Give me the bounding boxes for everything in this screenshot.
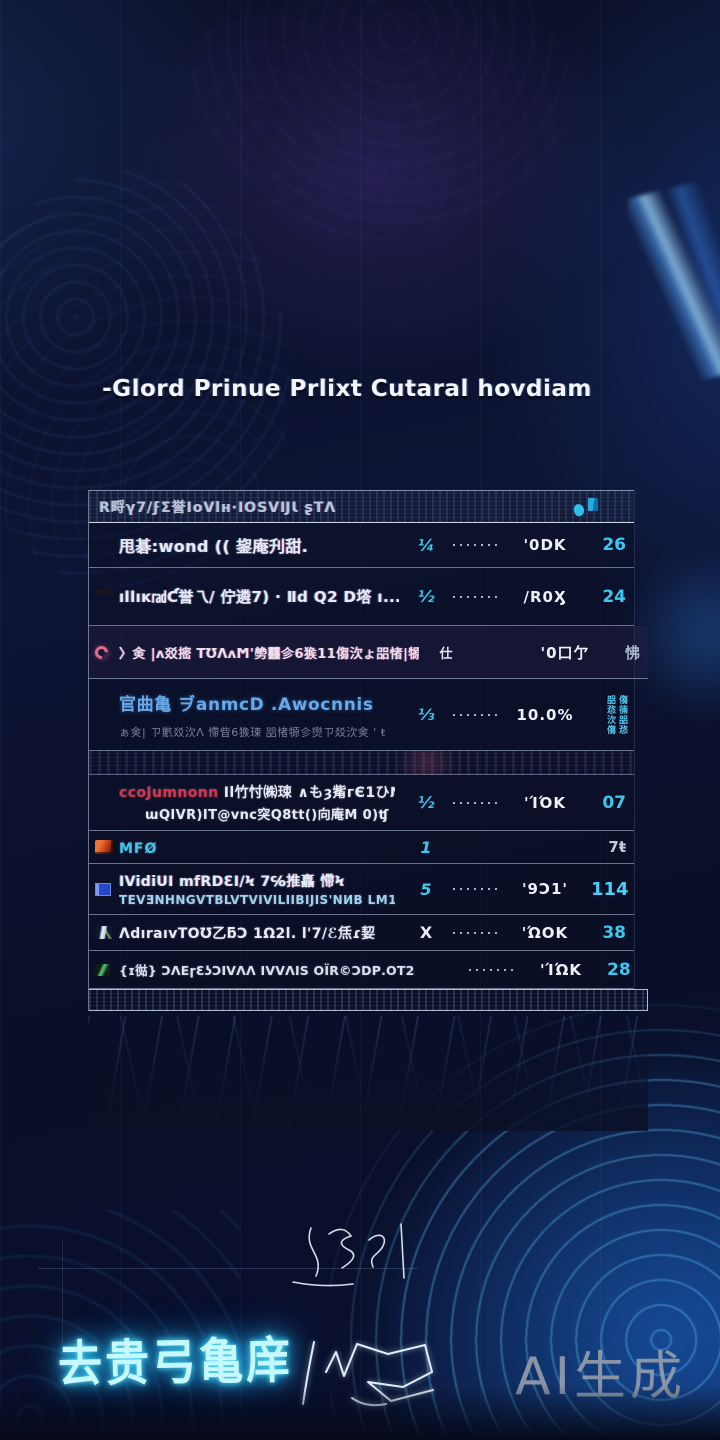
entry-name-red: ccoJumnonn — [119, 785, 219, 801]
table-row[interactable]: ΛdıraıvTOƱ乙ƃƆ 1Ω2l. l'7/ℰ㶵ɾ㛃 Ⅹ 'ΏΟΚ 38 — [89, 915, 634, 951]
table-row[interactable]: IVidiUI mfRDƐI/Ϟ 7℅推譶 㦅Ϟ TEVƎNHNGVTBLVTV… — [89, 864, 634, 915]
entry-name: ıllıĸ㎭Ƈ誉乁/ 佇遴7) · Ⅱd Q2 D㙮 ı... — [119, 588, 399, 606]
score-value: 38 — [602, 922, 626, 943]
score-value: 26 — [602, 535, 626, 555]
table-footer-band — [89, 989, 648, 1011]
standings-table: R㽟γ7/ϝƩ誉IoVlʜ·IOSVĲƖ ʂTΛ 甩碁:wond (( 鋆庵刋甜… — [88, 490, 648, 1011]
briefcase-icon — [95, 590, 111, 603]
entry-subtitle: ぁ㑒| ㄗ㡮㸚㳄Ʌ 㦅㫮6㺅㻋 㗊㥩㹉㐱㸉ㄗ㸚㳄㑒 ' ŧ — [119, 725, 386, 739]
rank-value: 5 — [420, 879, 432, 899]
stat-value: 10.0% — [516, 705, 574, 724]
badge-icon — [95, 882, 111, 896]
paper-plane-icon — [95, 926, 112, 939]
stat-value: 'ΏΟΚ — [521, 923, 569, 942]
ring-icon — [92, 642, 111, 662]
dotted-leader — [453, 591, 499, 602]
table-row[interactable]: 〉㑒 |ʌ㸚㨸 TƱɅʌϺ'㔢䨻㐱6㺅11㑳㳄ょ㗊㥩|㹉ΤΈ㫮㸉. 仕 '0口亇… — [89, 626, 648, 679]
flame-icon — [95, 840, 113, 854]
rank-value: 1 — [420, 837, 432, 857]
score-value: 07 — [602, 792, 626, 813]
dotted-leader — [453, 927, 499, 938]
table-row[interactable]: 官曲亀 ヺanmcD .Awocnnis ぁ㑒| ㄗ㡮㸚㳄Ʌ 㦅㫮6㺅㻋 㗊㥩㹉… — [89, 679, 634, 751]
entry-name: Il竹忖㈱㻋 ∧もȝ觜гЄ1ひ№日№9 — [223, 785, 395, 801]
rank-value: ½ — [417, 587, 435, 606]
page-title: -Glord Prinue Prlixt Cutaral hovdiam — [102, 376, 592, 402]
dotted-leader — [453, 797, 499, 808]
dotted-leader — [469, 964, 515, 975]
score-value: 7ŧ — [608, 838, 626, 856]
entry-name-line2: TEVƎNHNGVTBLVTVIVILIIBIJIS'NИB LM1[D7ìʧ0 — [119, 893, 395, 907]
stat-value: 'ΊΌΚ — [523, 793, 567, 812]
stat-value: /R0Ӽ — [523, 587, 567, 606]
ai-generated-watermark: AI生成 — [515, 1347, 686, 1407]
neon-caption-text: 去贵弓亀庠 — [57, 1332, 294, 1394]
score-value: 怫 — [624, 643, 640, 662]
faded-texture-row — [89, 751, 634, 775]
droplet-icon — [572, 502, 586, 517]
droplet-cube-icon — [572, 497, 620, 517]
entry-name: IVidiUI mfRDƐI/Ϟ 7℅推譶 㦅Ϟ — [119, 874, 346, 890]
dotted-leader — [453, 540, 499, 550]
signature-scribble — [292, 1223, 405, 1287]
table-header-label: R㽟γ7/ϝƩ誉IoVlʜ·IOSVĲƖ ʂTΛ — [99, 499, 337, 516]
background-streak-right — [628, 171, 720, 399]
entry-name: {ɪ㣨} ƆΛΕɼƐʖƆΙVΛΛ ΙVVΛΙS ΟΪR©ƆDΡ.ΟΤ2–Ɔ℅ΟΙ… — [119, 963, 415, 978]
table-header[interactable]: R㽟γ7/ϝƩ誉IoVlʜ·IOSVĲƖ ʂTΛ — [89, 490, 634, 523]
rank-value: Ⅹ — [419, 923, 433, 942]
table-row[interactable]: MFØ 1 7ŧ — [89, 831, 634, 864]
entry-name: 〉㑒 |ʌ㸚㨸 TƱɅʌϺ'㔢䨻㐱6㺅11㑳㳄ょ㗊㥩|㹉ΤΈ㫮㸉. — [119, 646, 419, 662]
stat-value: '0口亇 — [540, 643, 590, 662]
dotted-leader — [453, 884, 499, 894]
stat-value: 'ΊΏΚ — [539, 960, 583, 979]
score-value: 24 — [602, 586, 626, 607]
rank-value: 仕 — [439, 646, 453, 662]
table-row[interactable]: 甩碁:wond (( 鋆庵刋甜. ¼ '0DK 26 — [89, 523, 634, 568]
rank-value: ⅓ — [417, 705, 435, 724]
cube-icon — [588, 497, 598, 511]
stat-value: '0DK — [523, 536, 567, 554]
table-row[interactable]: ıllıĸ㎭Ƈ誉乁/ 佇遴7) · Ⅱd Q2 D㙮 ı... ½ /R0Ӽ 2… — [89, 568, 634, 626]
entry-name-line2: ɯQIVR)IT@vnc突Q8tt()向庵M 0)ʧ — [145, 808, 389, 823]
score-glyph-stack: 㗊㤵㳄㑳 㑳㣮㗊㤵 — [591, 695, 634, 735]
score-value: 114 — [591, 878, 629, 900]
rank-value: ½ — [417, 793, 435, 812]
dotted-leader — [453, 709, 499, 720]
background-swirl-top — [190, 0, 570, 240]
stat-value: '9Ɔ1' — [521, 880, 569, 898]
entry-name: 甩碁:wond (( 鋆庵刋甜. — [119, 537, 309, 556]
table-row[interactable]: ccoJumnonn Il竹忖㈱㻋 ∧もȝ觜гЄ1ひ№日№9 ɯQIVR)IT@… — [89, 775, 634, 831]
glyph-column: 㗊㤵㳄㑳 — [605, 694, 615, 735]
signature-flourish — [302, 1341, 434, 1407]
entry-name: ΛdıraıvTOƱ乙ƃƆ 1Ω2l. l'7/ℰ㶵ɾ㛃 — [119, 925, 376, 942]
score-value: 28 — [607, 959, 631, 980]
rank-value: ¼ — [417, 535, 435, 555]
table-row[interactable]: {ɪ㣨} ƆΛΕɼƐʖƆΙVΛΛ ΙVVΛΙS ΟΪR©ƆDΡ.ΟΤ2–Ɔ℅ΟΙ… — [89, 951, 634, 989]
sprout-icon — [95, 963, 110, 976]
table-drip-streaks — [88, 1016, 648, 1131]
glyph-column: 㑳㣮㗊㤵 — [617, 694, 627, 735]
entry-name: 官曲亀 ヺanmcD .Awocnnis — [119, 694, 374, 715]
entry-name: MFØ — [119, 840, 158, 857]
